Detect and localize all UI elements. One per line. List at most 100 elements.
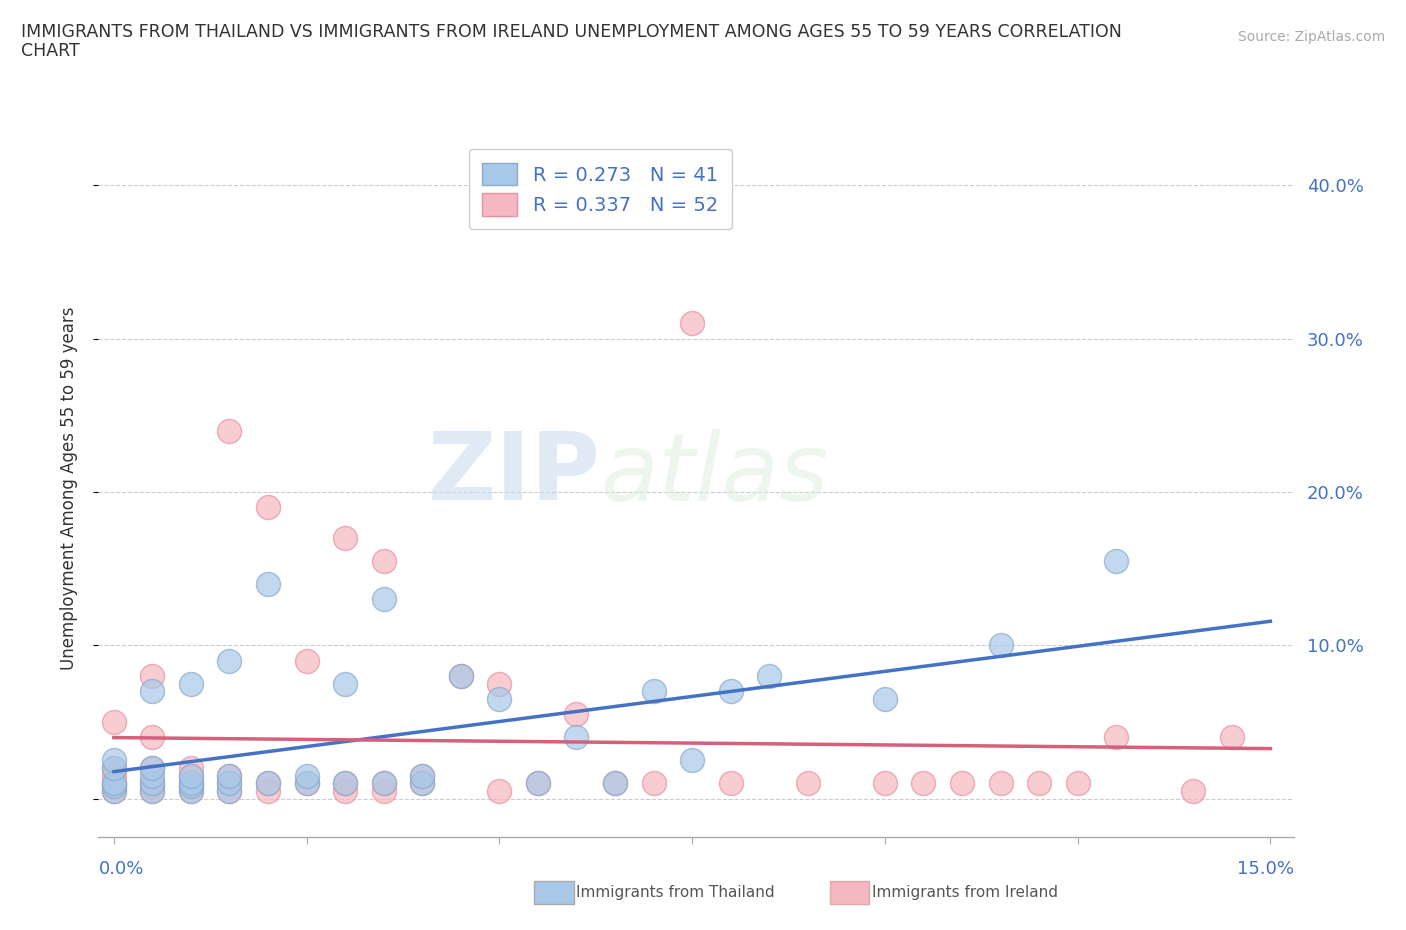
Point: [450, 669, 472, 684]
Point: [295, 776, 318, 790]
Point: [411, 768, 433, 783]
Point: [257, 577, 280, 591]
Point: [103, 776, 125, 790]
Point: [720, 776, 742, 790]
Point: [103, 768, 125, 783]
Point: [373, 776, 395, 790]
Text: ZIP: ZIP: [427, 429, 600, 520]
Point: [411, 768, 433, 783]
Point: [295, 768, 318, 783]
Point: [103, 761, 125, 776]
Point: [603, 776, 626, 790]
Point: [450, 669, 472, 684]
Point: [103, 779, 125, 794]
Text: Immigrants from Thailand: Immigrants from Thailand: [576, 885, 775, 900]
Text: Immigrants from Ireland: Immigrants from Ireland: [872, 885, 1057, 900]
Point: [527, 776, 550, 790]
Point: [103, 776, 125, 790]
Point: [141, 761, 163, 776]
Point: [295, 653, 318, 668]
Point: [1105, 553, 1128, 568]
Text: atlas: atlas: [600, 429, 828, 520]
Point: [141, 779, 163, 794]
Point: [373, 784, 395, 799]
Point: [488, 692, 510, 707]
Point: [373, 776, 395, 790]
Text: Source: ZipAtlas.com: Source: ZipAtlas.com: [1237, 30, 1385, 44]
Point: [141, 776, 163, 790]
Point: [488, 784, 510, 799]
Text: 15.0%: 15.0%: [1236, 860, 1294, 878]
Point: [411, 776, 433, 790]
Point: [565, 707, 588, 722]
Point: [758, 669, 780, 684]
Point: [141, 776, 163, 790]
Point: [180, 784, 202, 799]
Text: CHART: CHART: [21, 42, 80, 60]
Point: [681, 316, 703, 331]
Point: [103, 714, 125, 729]
Point: [257, 784, 280, 799]
Text: 0.0%: 0.0%: [98, 860, 143, 878]
Point: [1066, 776, 1088, 790]
Point: [643, 684, 665, 698]
Legend: R = 0.273   N = 41, R = 0.337   N = 52: R = 0.273 N = 41, R = 0.337 N = 52: [468, 149, 733, 229]
Point: [180, 784, 202, 799]
Point: [257, 776, 280, 790]
Point: [141, 784, 163, 799]
Point: [411, 776, 433, 790]
Point: [720, 684, 742, 698]
Point: [797, 776, 820, 790]
Point: [373, 553, 395, 568]
Point: [527, 776, 550, 790]
Point: [141, 761, 163, 776]
Point: [257, 776, 280, 790]
Point: [218, 768, 240, 783]
Point: [333, 531, 356, 546]
Point: [218, 768, 240, 783]
Point: [603, 776, 626, 790]
Point: [180, 779, 202, 794]
Point: [565, 730, 588, 745]
Point: [950, 776, 973, 790]
Point: [141, 669, 163, 684]
Point: [681, 753, 703, 768]
Point: [873, 692, 896, 707]
Point: [218, 653, 240, 668]
Point: [180, 768, 202, 783]
Point: [218, 776, 240, 790]
Point: [103, 784, 125, 799]
Point: [180, 776, 202, 790]
Point: [488, 676, 510, 691]
Point: [218, 423, 240, 438]
Point: [1028, 776, 1050, 790]
Point: [218, 784, 240, 799]
Point: [180, 768, 202, 783]
Point: [141, 784, 163, 799]
Point: [180, 761, 202, 776]
Point: [990, 638, 1012, 653]
Point: [180, 776, 202, 790]
Point: [643, 776, 665, 790]
Point: [333, 776, 356, 790]
Point: [103, 779, 125, 794]
Point: [1105, 730, 1128, 745]
Point: [373, 592, 395, 607]
Point: [257, 500, 280, 515]
Point: [141, 768, 163, 783]
Point: [141, 684, 163, 698]
Point: [990, 776, 1012, 790]
Point: [180, 676, 202, 691]
Point: [103, 753, 125, 768]
Point: [333, 676, 356, 691]
Y-axis label: Unemployment Among Ages 55 to 59 years: Unemployment Among Ages 55 to 59 years: [59, 307, 77, 670]
Point: [1220, 730, 1243, 745]
Point: [180, 779, 202, 794]
Point: [912, 776, 935, 790]
Point: [218, 776, 240, 790]
Point: [1182, 784, 1205, 799]
Point: [333, 776, 356, 790]
Point: [873, 776, 896, 790]
Point: [333, 784, 356, 799]
Text: IMMIGRANTS FROM THAILAND VS IMMIGRANTS FROM IRELAND UNEMPLOYMENT AMONG AGES 55 T: IMMIGRANTS FROM THAILAND VS IMMIGRANTS F…: [21, 23, 1122, 41]
